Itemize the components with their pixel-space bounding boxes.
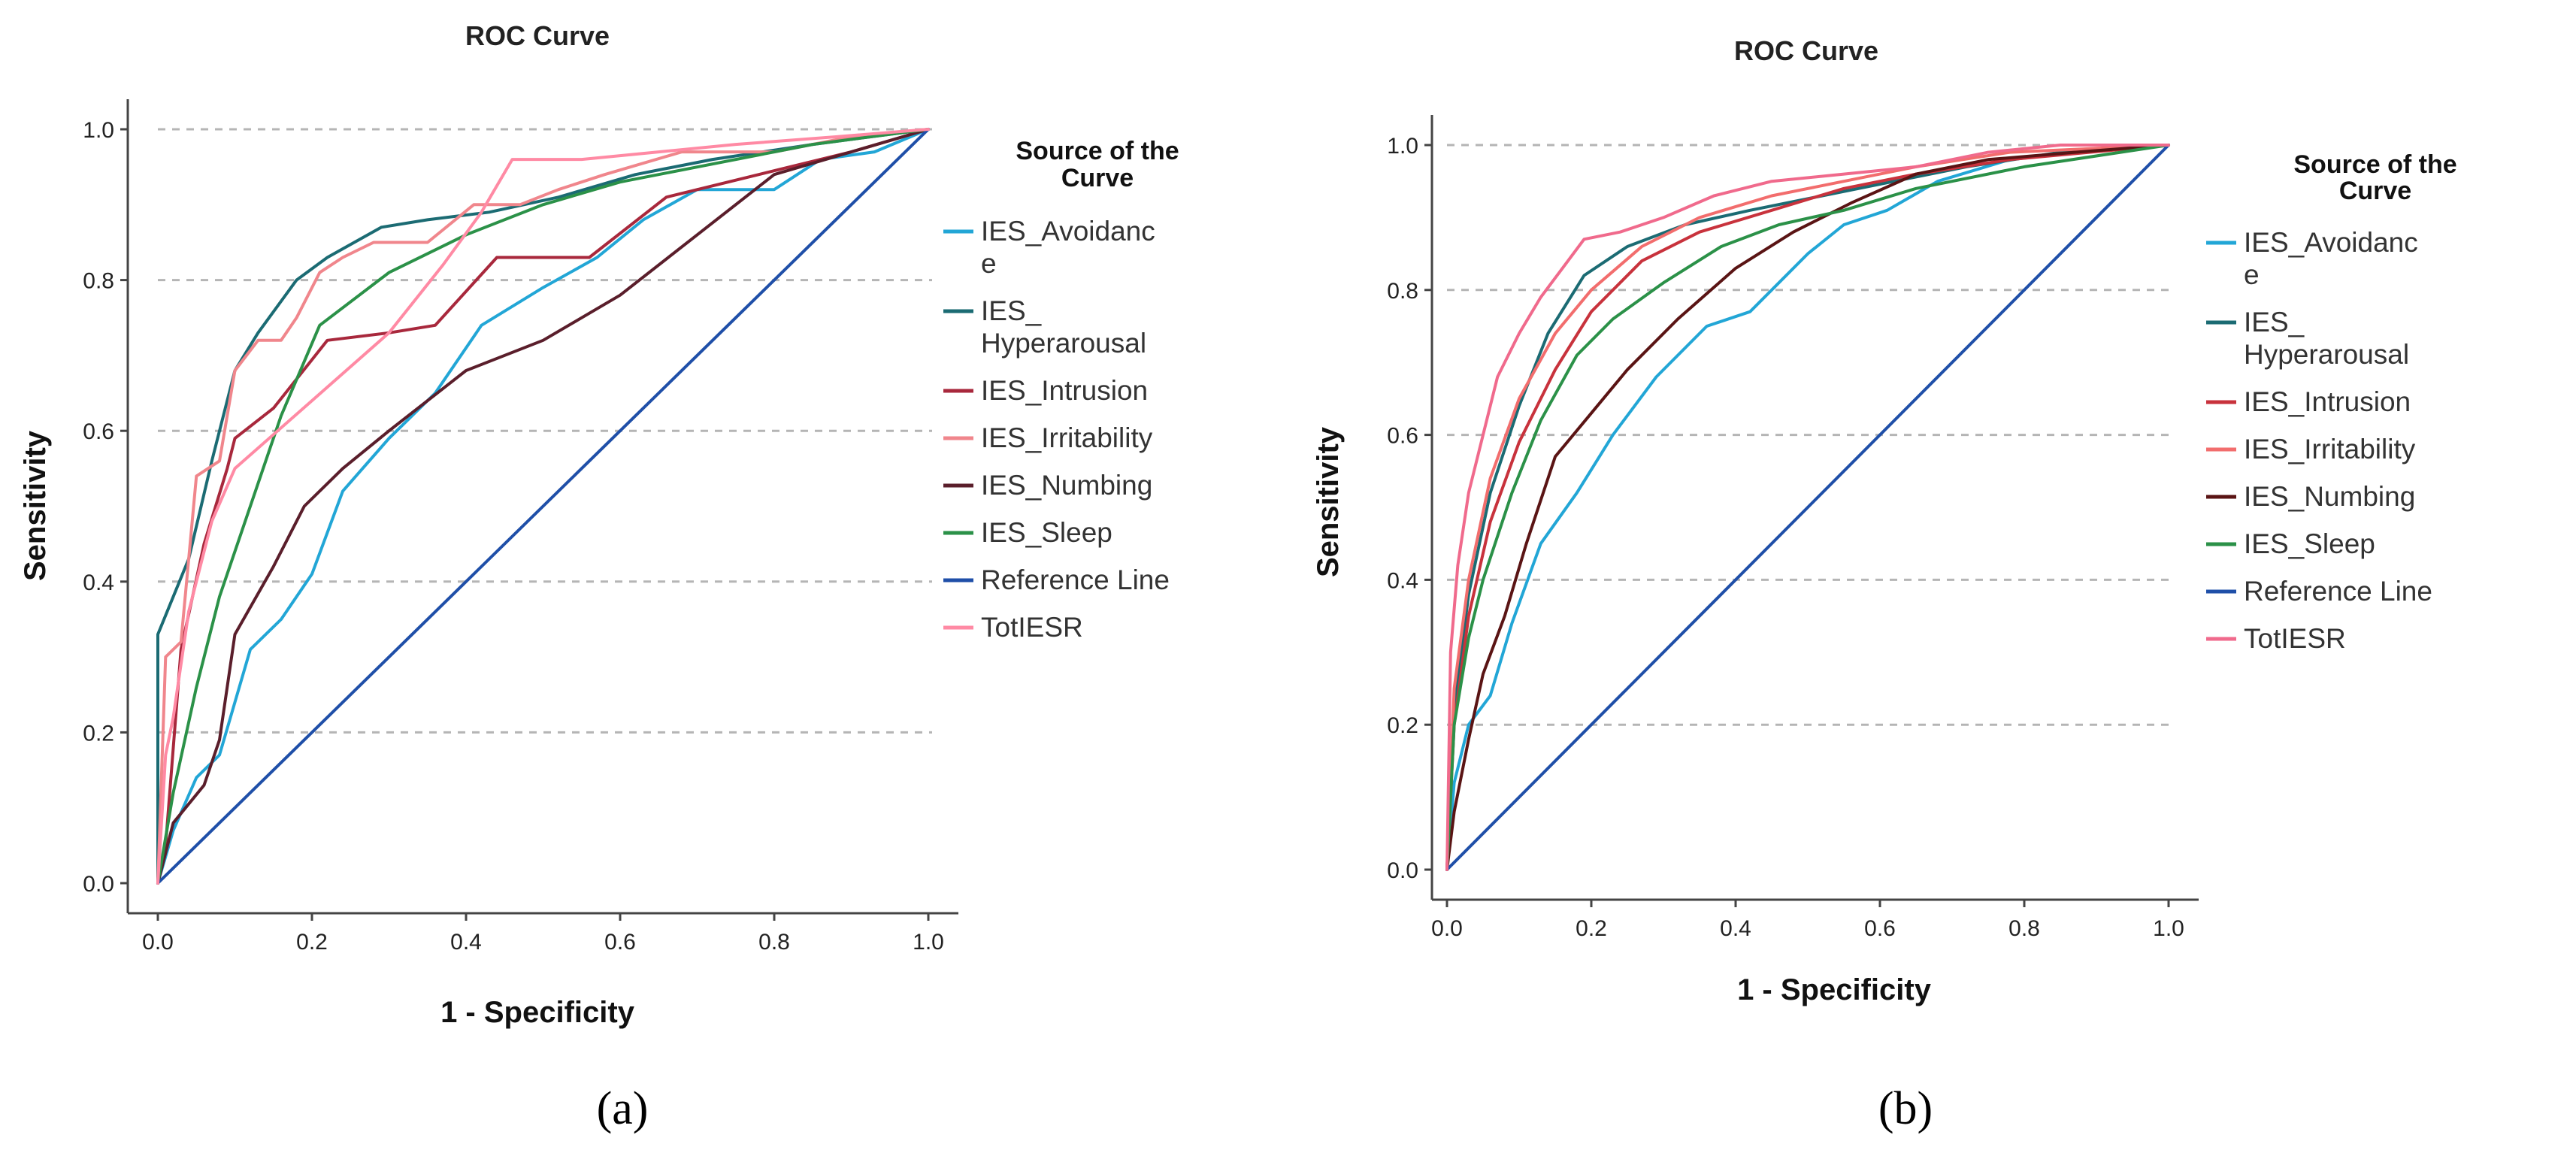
- chart-panel-a: ROC Curve 0.0 0.2 0.4 0.6 0.8 1.0 0.0 0.2 0.4 0.6 0…: [19, 20, 1179, 1134]
- x-tick-label: 0.4: [1720, 916, 1751, 941]
- legend-item: IES_Numbing: [2206, 481, 2415, 512]
- legend-item: IES_Hyperarousal: [943, 295, 1146, 359]
- x-tick-label: 0.8: [2008, 916, 2040, 941]
- legend-label: TotIESR: [2244, 623, 2346, 654]
- y-tick-label: 0.6: [83, 419, 114, 444]
- y-tick-label: 0.4: [83, 570, 114, 595]
- legend-label: Reference Line: [2244, 576, 2432, 607]
- panel-caption: (b): [1878, 1083, 1933, 1134]
- y-axis-label: Sensitivity: [1312, 426, 1345, 577]
- x-tick-label: 0.0: [142, 930, 174, 955]
- x-tick-label: 0.6: [1864, 916, 1896, 941]
- legend-item: IES_Numbing: [943, 470, 1152, 501]
- x-tick-label: 1.0: [2153, 916, 2184, 941]
- legend-item: IES_Hyperarousal: [2206, 307, 2409, 370]
- legend-item: IES_Sleep: [943, 517, 1112, 548]
- legend-item: Reference Line: [2206, 576, 2432, 607]
- y-axis-label: Sensitivity: [19, 430, 52, 581]
- legend-item: TotIESR: [943, 612, 1083, 643]
- y-tick-label: 1.0: [1387, 134, 1418, 159]
- y-tick-label: 0.8: [1387, 279, 1418, 304]
- legend-item: IES_Irritability: [2206, 434, 2416, 465]
- series-line-ies-numbing: [156, 128, 930, 885]
- x-tick-label: 0.4: [450, 930, 482, 955]
- legend-label: e: [2244, 259, 2260, 290]
- legend-label: TotIESR: [981, 612, 1083, 643]
- legend-label: IES_Avoidanc: [981, 216, 1155, 247]
- legend-label: IES_Intrusion: [981, 375, 1148, 406]
- series-line-ies-intrusion: [1445, 144, 2170, 871]
- x-tick-label: 0.8: [758, 930, 790, 955]
- legend-label: IES_Numbing: [2244, 481, 2415, 512]
- chart-title: ROC Curve: [465, 20, 610, 51]
- legend-item: IES_Sleep: [2206, 528, 2375, 559]
- legend-label: IES_Avoidanc: [2244, 227, 2418, 258]
- series-line-ies-avoidance: [1445, 144, 2170, 871]
- legend-label: Reference Line: [981, 564, 1170, 595]
- x-tick-label: 1.0: [913, 930, 944, 955]
- legend-item: IES_Intrusion: [943, 375, 1148, 406]
- x-axis-label: 1 - Specificity: [1737, 973, 1932, 1006]
- chart-title: ROC Curve: [1734, 35, 1878, 66]
- legend-label: IES_Irritability: [981, 422, 1153, 453]
- legend-item: Reference Line: [943, 564, 1170, 595]
- legend-title: Source of the: [2293, 150, 2456, 179]
- y-tick-label: 0.0: [83, 872, 114, 897]
- series-line-totiesr: [156, 128, 930, 885]
- legend-label: Hyperarousal: [981, 328, 1146, 359]
- legend-label: IES_Sleep: [2244, 528, 2375, 559]
- x-tick-label: 0.2: [296, 930, 328, 955]
- legend-label: Hyperarousal: [2244, 339, 2409, 370]
- legend-label: IES_: [981, 295, 1042, 326]
- series-line-ies-hyperarousal: [1445, 144, 2170, 871]
- x-tick-label: 0.2: [1576, 916, 1607, 941]
- series-line-reference-line: [1445, 144, 2170, 871]
- y-tick-label: 0.2: [83, 721, 114, 746]
- legend-item: IES_Irritability: [943, 422, 1153, 453]
- series-line-ies-numbing: [1445, 144, 2170, 871]
- series-line-totiesr: [1445, 144, 2170, 871]
- y-tick-label: 1.0: [83, 118, 114, 143]
- y-tick-label: 0.0: [1387, 858, 1418, 883]
- x-tick-label: 0.0: [1431, 916, 1463, 941]
- y-tick-label: 0.4: [1387, 568, 1418, 593]
- legend-label: IES_Numbing: [981, 470, 1152, 501]
- y-tick-label: 0.8: [83, 269, 114, 294]
- legend-label: IES_: [2244, 307, 2305, 337]
- legend-label: IES_Sleep: [981, 517, 1112, 548]
- series-line-reference-line: [156, 128, 930, 885]
- series-line-ies-hyperarousal: [156, 128, 930, 885]
- legend-title: Curve: [2339, 177, 2411, 205]
- legend-item: TotIESR: [2206, 623, 2346, 654]
- legend-label: IES_Intrusion: [2244, 386, 2411, 417]
- y-tick-label: 0.6: [1387, 424, 1418, 449]
- chart-panel-b: ROC Curve 0.0 0.2 0.4 0.6 0.8 1.0 0.0 0.2 0.4 0.6 0…: [1312, 35, 2457, 1134]
- legend-label: e: [981, 248, 997, 279]
- y-tick-label: 0.2: [1387, 713, 1418, 738]
- series-line-ies-irritability: [156, 128, 930, 885]
- legend-item: IES_Intrusion: [2206, 386, 2411, 417]
- legend-title: Source of the: [1016, 137, 1179, 165]
- panel-caption: (a): [597, 1083, 649, 1134]
- series-line-ies-sleep: [156, 128, 930, 885]
- legend-title: Curve: [1061, 164, 1134, 192]
- legend-label: IES_Irritability: [2244, 434, 2416, 465]
- x-tick-label: 0.6: [604, 930, 636, 955]
- series-line-ies-sleep: [1445, 144, 2170, 871]
- x-axis-label: 1 - Specificity: [440, 996, 635, 1029]
